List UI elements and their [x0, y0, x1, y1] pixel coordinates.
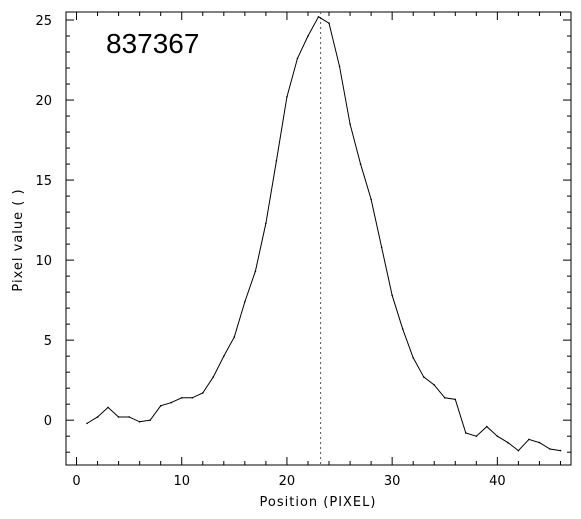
x-tick-label: 30 [384, 474, 401, 489]
data-point [475, 435, 478, 437]
data-point [254, 270, 257, 273]
x-tick-label: 0 [72, 474, 80, 489]
data-point [149, 419, 151, 421]
y-tick-label: 5 [44, 334, 52, 349]
y-tick-label: 20 [35, 94, 52, 109]
series-line [86, 16, 561, 452]
data-point [128, 416, 130, 418]
x-tick-label: 20 [279, 474, 296, 489]
data-point [517, 449, 520, 452]
data-point [212, 376, 215, 378]
data-point [159, 404, 162, 407]
data-point [265, 222, 267, 225]
plot-area-frame [65, 11, 572, 466]
x-tick-label: 40 [489, 474, 506, 489]
data-point [433, 384, 436, 386]
y-tick-label: 10 [35, 254, 52, 269]
y-axis-label: Pixel value ( ) [11, 188, 26, 291]
y-tick-label: 0 [44, 414, 52, 429]
data-point [507, 441, 509, 444]
data-point [170, 401, 173, 404]
series-points [86, 16, 562, 452]
data-point [391, 294, 393, 297]
data-point [107, 406, 109, 409]
data-point [422, 376, 425, 378]
data-point [201, 392, 204, 394]
x-tick-label: 10 [173, 474, 190, 489]
data-point [528, 438, 530, 441]
data-point [549, 448, 551, 450]
data-point [370, 198, 372, 201]
data-point [401, 328, 404, 330]
data-point [180, 396, 183, 399]
data-point [223, 355, 225, 357]
chart-title: 837367 [106, 28, 199, 59]
data-point [496, 435, 499, 437]
data-point [559, 449, 562, 452]
data-point [338, 65, 341, 68]
data-point [138, 420, 141, 423]
data-point [86, 422, 88, 425]
data-point [349, 123, 351, 125]
data-point [380, 246, 383, 249]
data-point [359, 163, 362, 165]
data-point [191, 396, 194, 399]
data-point [286, 96, 288, 98]
data-point [296, 57, 299, 60]
data-point [454, 398, 457, 401]
data-point [244, 300, 246, 303]
data-point [307, 35, 309, 37]
data-point [233, 336, 236, 338]
data-point [96, 416, 99, 418]
axis-ticks [66, 12, 571, 465]
axis-tick-labels: 0 10 20 30 40 0 5 10 15 20 25 [35, 14, 505, 489]
data-point [317, 16, 320, 18]
y-tick-label: 15 [35, 174, 52, 189]
data-point [464, 432, 467, 434]
data-point [412, 356, 414, 359]
data-point [275, 160, 278, 162]
x-axis-label: Position (PIXEL) [260, 495, 377, 510]
data-point [538, 441, 541, 444]
data-point [117, 416, 120, 418]
data-point [328, 22, 330, 25]
data-point [443, 396, 446, 399]
data-point [486, 425, 488, 428]
y-tick-label: 25 [35, 14, 52, 29]
